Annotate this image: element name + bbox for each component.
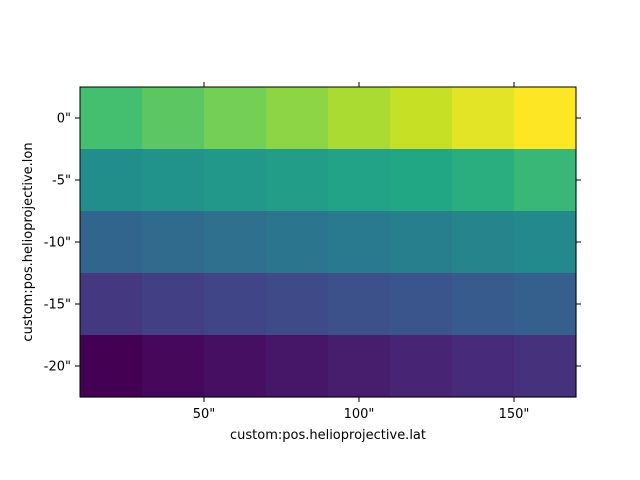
heatmap-cell [80, 273, 143, 336]
y-tick-label: -20" [44, 360, 71, 375]
heatmap-cell [514, 87, 577, 150]
heatmap-cell [452, 273, 515, 336]
heatmap-cell [80, 149, 143, 212]
heatmap-cell [204, 273, 267, 336]
heatmap-cell [514, 273, 577, 336]
x-tick-label: 50" [193, 407, 216, 422]
heatmap-cell [390, 211, 453, 274]
heatmap-cell [204, 211, 267, 274]
heatmap-cell [452, 87, 515, 150]
heatmap-cell [80, 211, 143, 274]
heatmap-cell [390, 87, 453, 150]
y-tick-label: -15" [44, 298, 71, 313]
x-axis-ticks: 50" 100" 150" [193, 82, 530, 422]
x-tick-label: 150" [499, 407, 530, 422]
y-tick-label: -10" [44, 236, 71, 251]
heatmap-cell [328, 211, 391, 274]
heatmap-cell [266, 211, 329, 274]
heatmap-cell [390, 149, 453, 212]
y-tick-label: 0" [57, 112, 71, 127]
heatmap-cell [142, 211, 205, 274]
heatmap-cell [452, 335, 515, 398]
heatmap-cell [328, 273, 391, 336]
heatmap-cell [266, 149, 329, 212]
heatmap-cell [390, 273, 453, 336]
heatmap-cell [204, 87, 267, 150]
heatmap-cell [142, 335, 205, 398]
heatmap-cell [142, 87, 205, 150]
heatmap-cell [390, 335, 453, 398]
heatmap-cell [80, 87, 143, 150]
heatmap-cell [266, 87, 329, 150]
heatmap-cell [266, 273, 329, 336]
heatmap-cell [328, 87, 391, 150]
heatmap-cell [328, 335, 391, 398]
heatmap-cell [142, 149, 205, 212]
y-axis-label: custom:pos.helioprojective.lon [21, 142, 36, 341]
heatmap-cell [514, 149, 577, 212]
x-axis-label: custom:pos.helioprojective.lat [230, 428, 426, 443]
heatmap-cell [514, 211, 577, 274]
heatmap-cell [452, 149, 515, 212]
heatmap-cell [328, 149, 391, 212]
heatmap-cell [204, 335, 267, 398]
y-axis-ticks: 0" -5" -10" -15" -20" [44, 112, 581, 375]
heatmap-cells [80, 87, 577, 398]
heatmap-cell [514, 335, 577, 398]
heatmap-cell [204, 149, 267, 212]
heatmap-cell [266, 335, 329, 398]
heatmap-cell [80, 335, 143, 398]
heatmap-cell [142, 273, 205, 336]
y-tick-label: -5" [52, 174, 71, 189]
x-tick-label: 100" [344, 407, 375, 422]
heatmap-cell [452, 211, 515, 274]
